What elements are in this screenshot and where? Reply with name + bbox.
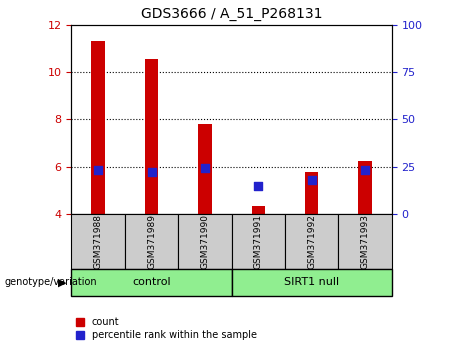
Bar	[178, 214, 231, 269]
Point	[308, 177, 315, 183]
Point	[95, 167, 102, 173]
Bar	[198, 124, 212, 214]
Bar	[71, 269, 231, 296]
Text: GSM371989: GSM371989	[147, 214, 156, 269]
Text: GSM371993: GSM371993	[361, 214, 370, 269]
Bar	[338, 214, 392, 269]
Point	[148, 169, 155, 175]
Text: GSM371990: GSM371990	[201, 214, 209, 269]
Bar	[231, 214, 285, 269]
Bar	[231, 269, 392, 296]
Bar	[145, 59, 158, 214]
Text: control: control	[132, 277, 171, 287]
Legend: count, percentile rank within the sample: count, percentile rank within the sample	[77, 318, 257, 340]
Bar	[91, 41, 105, 214]
Text: GSM371991: GSM371991	[254, 214, 263, 269]
Bar	[285, 214, 338, 269]
Point	[254, 183, 262, 189]
Point	[201, 165, 209, 171]
Text: genotype/variation: genotype/variation	[5, 277, 97, 287]
Bar	[71, 214, 125, 269]
Title: GDS3666 / A_51_P268131: GDS3666 / A_51_P268131	[141, 7, 322, 21]
Text: SIRT1 null: SIRT1 null	[284, 277, 339, 287]
Text: GSM371988: GSM371988	[94, 214, 103, 269]
Bar	[359, 161, 372, 214]
Bar	[252, 206, 265, 214]
Bar	[125, 214, 178, 269]
Text: GSM371992: GSM371992	[307, 214, 316, 269]
Point	[361, 167, 369, 173]
Bar	[305, 172, 319, 214]
Text: ▶: ▶	[58, 277, 66, 287]
